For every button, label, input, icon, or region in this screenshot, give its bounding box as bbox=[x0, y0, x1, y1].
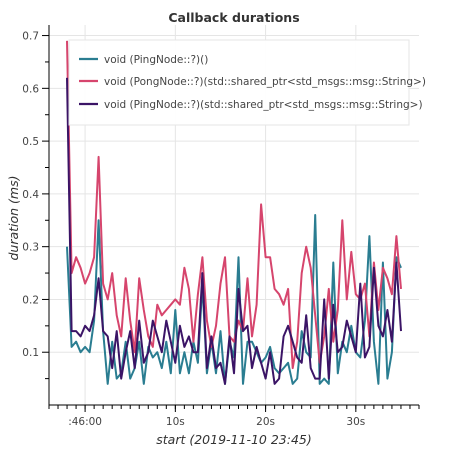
series-lines bbox=[66, 40, 402, 385]
y-axis-label: duration (ms) bbox=[6, 175, 21, 260]
legend-box bbox=[68, 39, 410, 126]
y-tick-label: 0.6 bbox=[22, 83, 39, 95]
series-line-1 bbox=[66, 40, 402, 370]
chart-title: Callback durations bbox=[168, 10, 299, 25]
y-tick-label: 0.4 bbox=[22, 189, 39, 201]
x-tick-label: 10s bbox=[166, 416, 185, 428]
x-axis-label: start (2019-11-10 23:45) bbox=[156, 432, 311, 447]
series-line-2 bbox=[66, 77, 402, 385]
y-tick-label: 0.1 bbox=[22, 347, 39, 359]
legend-label-ping-msg: void (PingNode::?)(std::shared_ptr<std_m… bbox=[104, 99, 423, 111]
y-tick-label: 0.7 bbox=[22, 31, 39, 43]
y-tick-label: 0.5 bbox=[22, 136, 39, 148]
x-tick-label: 30s bbox=[346, 416, 365, 428]
y-axis-ticks: 0.1 0.2 0.3 0.4 0.5 0.6 0.7 bbox=[22, 31, 49, 380]
x-tick-label: 20s bbox=[256, 416, 275, 428]
x-axis-ticks: :46:00 10s 20s 30s bbox=[48, 405, 420, 428]
y-tick-label: 0.3 bbox=[22, 242, 39, 254]
legend-label-pong-msg: void (PongNode::?)(std::shared_ptr<std_m… bbox=[104, 76, 426, 88]
legend-label-ping: void (PingNode::?)() bbox=[104, 54, 208, 66]
legend: void (PingNode::?)() void (PongNode::?)(… bbox=[68, 39, 426, 126]
y-tick-label: 0.2 bbox=[22, 294, 39, 306]
x-tick-label: :46:00 bbox=[68, 416, 102, 428]
